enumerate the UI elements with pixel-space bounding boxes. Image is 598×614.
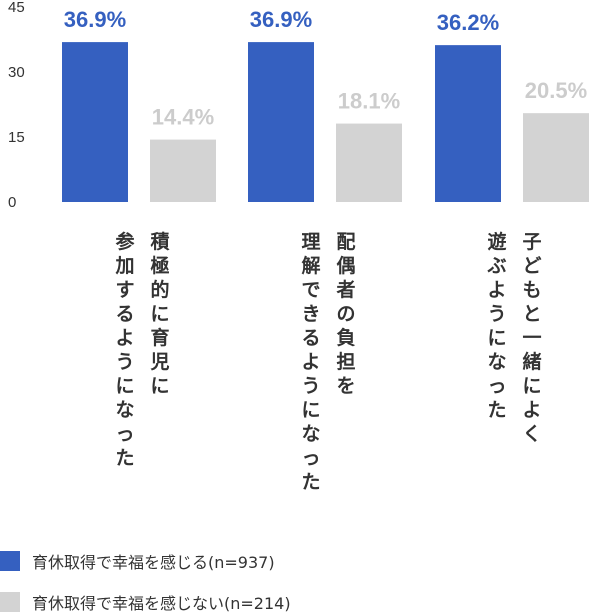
legend-item-happy: 育休取得で幸福を感じる(n=937)	[0, 549, 275, 573]
bar-not-happy-1	[150, 139, 216, 202]
legend-label-not-happy: 育休取得で幸福を感じない(n=214)	[32, 594, 291, 613]
value-label-not-happy-1: 14.4%	[152, 105, 214, 130]
bar-not-happy-3	[523, 113, 589, 202]
category-label-1-line-1: 積極的に育児に	[149, 230, 169, 397]
legend-item-not-happy: 育休取得で幸福を感じない(n=214)	[0, 590, 291, 614]
value-label-happy-3: 36.2%	[437, 10, 499, 35]
category-label-1-line-2: 参加するようになった	[114, 230, 134, 469]
value-label-happy-2: 36.9%	[250, 7, 312, 32]
category-label-2-line-1: 配偶者の負担を	[336, 231, 355, 397]
y-tick-label-15: 15	[8, 129, 25, 146]
bar-not-happy-2	[336, 123, 402, 202]
bar-happy-2	[248, 42, 314, 202]
value-label-happy-1: 36.9%	[64, 7, 126, 32]
category-label-3-line-2: 遊ぶようになった	[486, 230, 506, 421]
value-label-not-happy-3: 20.5%	[525, 78, 587, 103]
y-tick-label-0: 0	[8, 194, 16, 211]
legend-swatch-not-happy	[0, 592, 20, 612]
y-tick-label-30: 30	[8, 64, 25, 81]
value-labels: 36.9% 36.9% 36.2% 14.4% 18.1% 20.5%	[64, 7, 587, 130]
category-label-2-line-2: 理解できるようになった	[301, 231, 320, 493]
legend-label-happy: 育休取得で幸福を感じる(n=937)	[32, 553, 275, 572]
bar-happy-3	[435, 45, 501, 203]
value-label-not-happy-2: 18.1%	[338, 89, 400, 114]
bar-happy-1	[62, 42, 128, 202]
bars	[62, 42, 589, 203]
y-axis-ticks: 0 15 30 45	[8, 0, 25, 211]
legend-swatch-happy	[0, 551, 20, 571]
y-tick-label-45: 45	[8, 0, 25, 16]
category-label-3-line-1: 子どもと一緒によく	[522, 231, 541, 445]
